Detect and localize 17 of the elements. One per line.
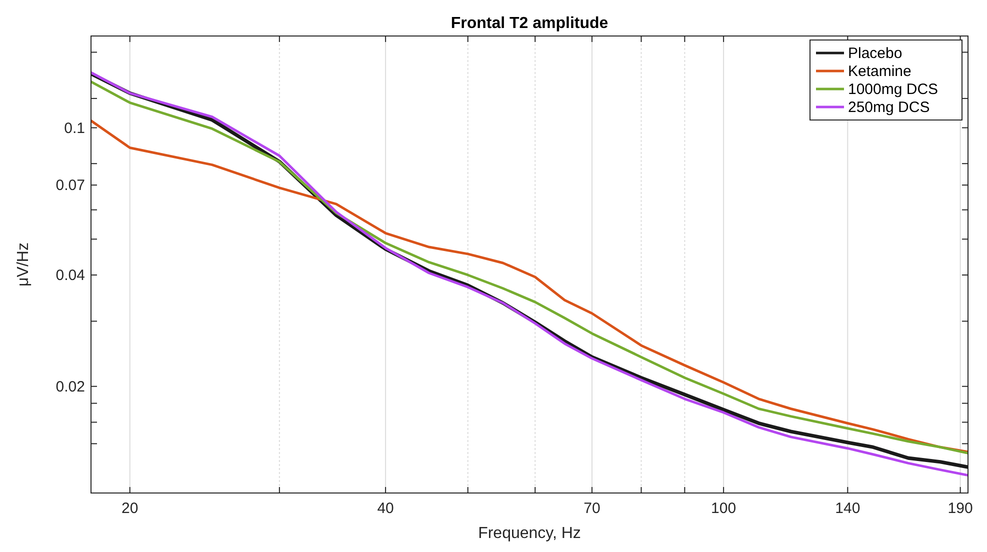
- legend-label: Placebo: [848, 45, 902, 62]
- legend-label: 1000mg DCS: [848, 81, 938, 98]
- x-tick-label: 70: [584, 500, 600, 517]
- x-tick-label: 140: [835, 500, 860, 517]
- x-tick-label: 40: [377, 500, 394, 517]
- legend-label: Ketamine: [848, 63, 912, 80]
- x-tick-label: 20: [122, 500, 138, 517]
- y-tick-label: 0.04: [56, 266, 85, 284]
- x-axis-title: Frequency, Hz: [478, 525, 581, 542]
- chart-title: Frontal T2 amplitude: [450, 15, 608, 32]
- legend-label: 250mg DCS: [848, 99, 930, 116]
- x-tick-label: 100: [711, 500, 736, 517]
- y-tick-label: 0.07: [56, 177, 85, 194]
- y-tick-label: 0.02: [56, 378, 85, 396]
- y-axis-title: μV/Hz: [15, 242, 32, 286]
- y-tick-label: 0.1: [64, 120, 85, 137]
- x-tick-label: 190: [948, 500, 973, 517]
